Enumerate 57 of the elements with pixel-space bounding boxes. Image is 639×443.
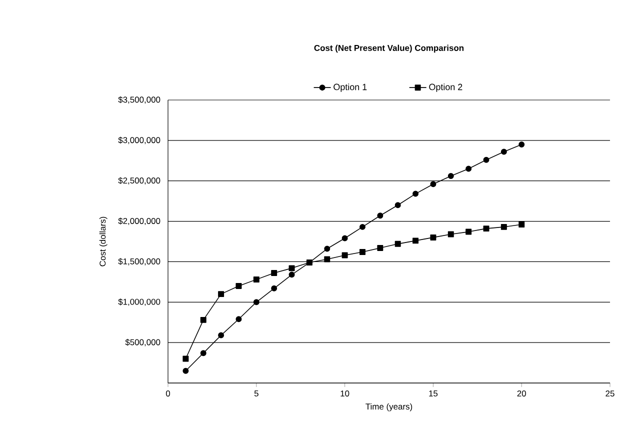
y-tick-label: $3,500,000: [118, 96, 160, 104]
point: [483, 156, 490, 163]
point: [394, 240, 401, 247]
point: [359, 224, 366, 230]
y-tick-label: $2,500,000: [118, 177, 160, 185]
point: [500, 148, 507, 155]
point: [359, 249, 366, 255]
point: [253, 276, 260, 282]
point: [324, 246, 330, 252]
point: [377, 244, 384, 251]
point: [448, 173, 454, 179]
y-tick-label: $2,000,000: [118, 218, 160, 225]
point: [342, 235, 348, 242]
legend-label: Option 2: [429, 84, 462, 92]
chart-title: Cost (Net Present Value) Comparison: [314, 44, 464, 53]
point: [483, 226, 490, 232]
x-axis-title: Time (years): [366, 403, 412, 412]
point: [324, 256, 330, 262]
x-tick-label: 5: [254, 390, 258, 396]
y-tick-label: $500,000: [125, 338, 160, 346]
point: [412, 190, 419, 197]
point: [271, 285, 278, 292]
point: [430, 181, 436, 188]
point: [448, 231, 454, 238]
point: [518, 222, 525, 228]
y-tick-label: $1,000,000: [118, 298, 160, 306]
x-tick-label: 15: [429, 390, 438, 396]
y-axis-title: Cost (dollars): [99, 216, 108, 266]
point: [236, 316, 242, 322]
point: [218, 291, 224, 298]
y-tick-label: $3,000,000: [118, 136, 160, 144]
point: [200, 350, 206, 356]
point: [218, 332, 224, 338]
point: [466, 166, 472, 172]
point: [394, 202, 401, 208]
point: [182, 368, 189, 374]
point: [412, 238, 419, 244]
y-tick-label: $1,500,000: [118, 258, 160, 266]
legend-label: Option 1: [334, 84, 367, 92]
point: [253, 299, 260, 306]
point: [306, 260, 312, 266]
point: [518, 141, 525, 148]
point: [288, 265, 295, 272]
x-tick-label: 0: [166, 390, 170, 396]
x-tick-label: 25: [606, 390, 614, 396]
x-tick-label: 20: [517, 390, 526, 396]
point: [377, 212, 384, 219]
point: [430, 234, 436, 240]
point: [200, 316, 206, 323]
point: [466, 228, 472, 235]
point: [182, 356, 189, 362]
point: [288, 272, 295, 278]
point: [500, 224, 507, 230]
x-tick-label: 10: [340, 390, 350, 396]
point: [236, 282, 242, 289]
point: [271, 270, 278, 276]
point: [342, 252, 348, 258]
